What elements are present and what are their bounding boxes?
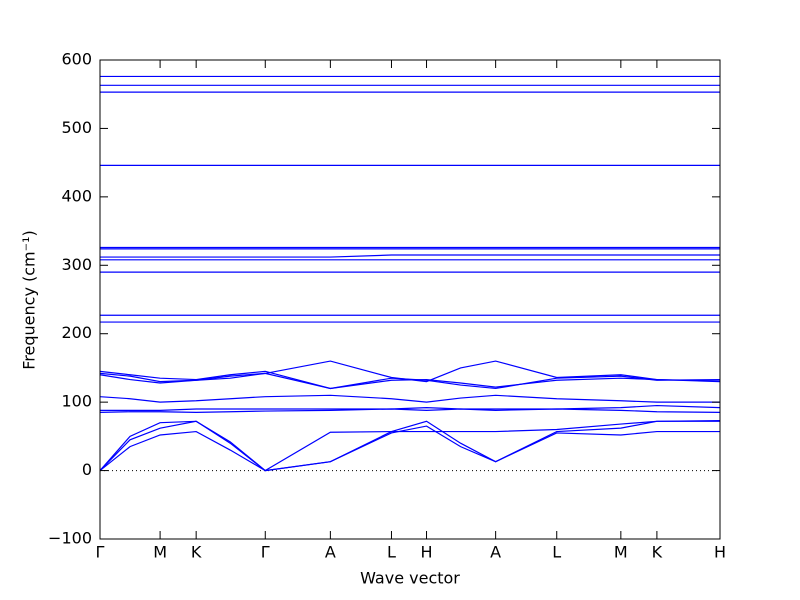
x-tick-label: A (325, 543, 336, 562)
x-tick-label: M (614, 543, 628, 562)
x-axis-label: Wave vector (360, 569, 460, 588)
band-line (99, 420, 720, 472)
y-tick-label: 200 (61, 323, 92, 342)
band-line (99, 394, 720, 403)
x-tick-label: H (714, 543, 726, 562)
x-tick-label: M (153, 543, 167, 562)
band-line (99, 425, 720, 472)
band-line (100, 404, 721, 411)
plot-frame (99, 59, 721, 540)
band-line (99, 420, 721, 472)
x-tick-label: A (490, 543, 501, 562)
y-tick-label: −100 (48, 529, 92, 548)
band-line (99, 360, 721, 384)
band-line (100, 254, 720, 258)
band-line (99, 370, 721, 390)
y-tick-label: 600 (61, 50, 92, 69)
y-tick-label: 0 (82, 460, 92, 479)
y-axis-label: Frequency (cm⁻¹) (20, 230, 39, 369)
x-tick-label: L (387, 543, 396, 562)
x-tick-label: H (421, 543, 433, 562)
y-tick-label: 400 (61, 186, 92, 205)
x-tick-label: Γ (96, 543, 105, 562)
x-tick-label: K (191, 543, 202, 562)
y-tick-label: 300 (61, 255, 92, 274)
x-tick-label: Γ (261, 543, 270, 562)
x-tick-label: L (552, 543, 561, 562)
y-tick-label: 500 (61, 118, 92, 137)
y-tick-label: 100 (61, 392, 92, 411)
band-line (99, 372, 721, 390)
x-tick-label: K (652, 543, 663, 562)
